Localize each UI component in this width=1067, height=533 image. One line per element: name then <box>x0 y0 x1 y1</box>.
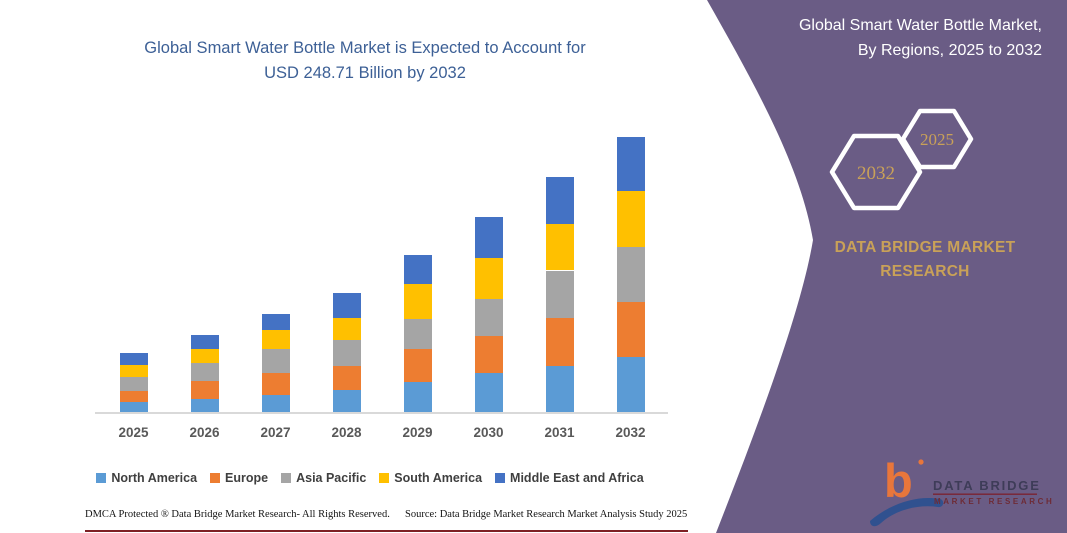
bar-segment-2032-middle-east-and-africa <box>616 137 645 191</box>
legend-item-north-america: North America <box>96 471 197 485</box>
legend-item-middle-east-and-africa: Middle East and Africa <box>495 471 644 485</box>
bar-segment-2028-north-america <box>332 390 361 413</box>
bar-segment-2031-europe <box>545 318 574 366</box>
x-axis-label-2032: 2032 <box>615 425 646 440</box>
bar-segment-2027-south-america <box>261 329 290 350</box>
x-axis-label-2029: 2029 <box>402 425 433 440</box>
bar-segment-2032-south-america <box>616 190 645 247</box>
bar-segment-2025-europe <box>119 390 148 403</box>
legend-swatch-icon <box>210 473 221 483</box>
dbmr-logo-swoosh-icon <box>870 497 944 527</box>
legend-label: Asia Pacific <box>296 471 367 485</box>
bar-segment-2025-middle-east-and-africa <box>119 353 148 366</box>
dbmr-logo: b DATA BRIDGE MARKET RESEARCH <box>870 454 1054 527</box>
bar-segment-2030-middle-east-and-africa <box>474 216 503 258</box>
footer-rule <box>85 530 688 532</box>
legend-swatch-icon <box>96 473 107 483</box>
bar-segment-2027-asia-pacific <box>261 349 290 374</box>
legend-item-south-america: South America <box>379 471 482 485</box>
bar-segment-2025-north-america <box>119 402 148 413</box>
panel-title: Global Smart Water Bottle Market, By Reg… <box>722 13 1042 63</box>
bar-segment-2027-europe <box>261 373 290 395</box>
hexagon-2025 <box>900 108 974 170</box>
legend-label: North America <box>111 471 198 485</box>
bar-segment-2026-asia-pacific <box>190 363 219 382</box>
bar-segment-2032-north-america <box>616 357 645 413</box>
dbmr-logo-dot <box>918 459 924 465</box>
brand-wordmark: DATA BRIDGE MARKET RESEARCH <box>800 236 1050 284</box>
x-axis-label-2028: 2028 <box>331 425 362 440</box>
dbmr-logo-text-line1: DATA BRIDGE <box>933 478 1041 493</box>
purple-panel-shape <box>707 0 1067 533</box>
x-axis-label-2026: 2026 <box>189 425 220 440</box>
x-axis-label-2025: 2025 <box>118 425 149 440</box>
bar-segment-2026-middle-east-and-africa <box>190 334 219 349</box>
bar-segment-2027-north-america <box>261 394 290 413</box>
bar-segment-2029-south-america <box>403 283 432 319</box>
bar-segment-2027-middle-east-and-africa <box>261 314 290 330</box>
chart-legend: North America Europe Asia Pacific South Ame… <box>75 471 665 485</box>
bar-segment-2025-asia-pacific <box>119 376 148 391</box>
legend-swatch-icon <box>495 473 506 483</box>
hexagon-2025-label: 2025 <box>920 130 954 149</box>
legend-label: Middle East and Africa <box>510 471 644 485</box>
bar-segment-2029-north-america <box>403 382 432 413</box>
panel-title-line2: By Regions, 2025 to 2032 <box>857 42 1042 59</box>
bar-segment-2030-north-america <box>474 373 503 413</box>
bar-segment-2029-europe <box>403 348 432 383</box>
bar-segment-2028-asia-pacific <box>332 340 361 366</box>
footer-source-text: Source: Data Bridge Market Research Mark… <box>405 509 688 520</box>
bar-segment-2031-south-america <box>545 223 574 271</box>
legend-label: Europe <box>225 471 269 485</box>
panel-title-line1: Global Smart Water Bottle Market, <box>798 17 1042 34</box>
hexagon-2032 <box>829 133 923 211</box>
bar-segment-2031-asia-pacific <box>545 270 574 319</box>
bar-segment-2026-europe <box>190 381 219 399</box>
bar-segment-2031-middle-east-and-africa <box>545 177 574 224</box>
legend-swatch-icon <box>281 473 292 483</box>
x-axis-label-2030: 2030 <box>473 425 504 440</box>
bar-segment-2028-europe <box>332 365 361 391</box>
bar-segment-2031-north-america <box>545 365 574 413</box>
bar-segment-2026-north-america <box>190 399 219 413</box>
bar-segment-2028-middle-east-and-africa <box>332 293 361 319</box>
x-axis-label-2031: 2031 <box>544 425 575 440</box>
bar-segment-2028-south-america <box>332 318 361 341</box>
legend-item-europe: Europe <box>210 471 268 485</box>
legend-swatch-icon <box>379 473 390 483</box>
x-axis-line <box>95 412 668 414</box>
x-axis-label-2027: 2027 <box>260 425 291 440</box>
bar-segment-2030-south-america <box>474 257 503 299</box>
bar-segment-2029-middle-east-and-africa <box>403 254 432 284</box>
dbmr-logo-underline <box>933 493 1037 495</box>
bar-segment-2030-asia-pacific <box>474 298 503 337</box>
chart-title-line2: USD 248.71 Billion by 2032 <box>264 64 466 82</box>
stacked-bar-plot: 2025 2026 2027 2028 2029 2030 2031 2032 <box>118 137 646 440</box>
dbmr-logo-text-line2: MARKET RESEARCH <box>934 497 1054 506</box>
chart-title: Global Smart Water Bottle Market is Expe… <box>70 36 660 86</box>
bar-segment-2032-europe <box>616 302 645 358</box>
bar-segment-2026-south-america <box>190 348 219 364</box>
bar-segment-2032-asia-pacific <box>616 246 645 303</box>
brand-line1: DATA BRIDGE MARKET <box>834 239 1016 256</box>
bar-segment-2025-south-america <box>119 365 148 377</box>
legend-label: South America <box>394 471 483 485</box>
hexagon-2032-label: 2032 <box>857 163 895 184</box>
brand-line2: RESEARCH <box>880 263 970 280</box>
legend-item-asia-pacific: Asia Pacific <box>281 471 366 485</box>
bar-segment-2029-asia-pacific <box>403 318 432 349</box>
footer-dmca-text: DMCA Protected ® Data Bridge Market Rese… <box>85 509 390 520</box>
dbmr-logo-b-mark: b <box>884 454 913 507</box>
bar-segment-2030-europe <box>474 336 503 374</box>
chart-title-line1: Global Smart Water Bottle Market is Expe… <box>144 39 586 57</box>
